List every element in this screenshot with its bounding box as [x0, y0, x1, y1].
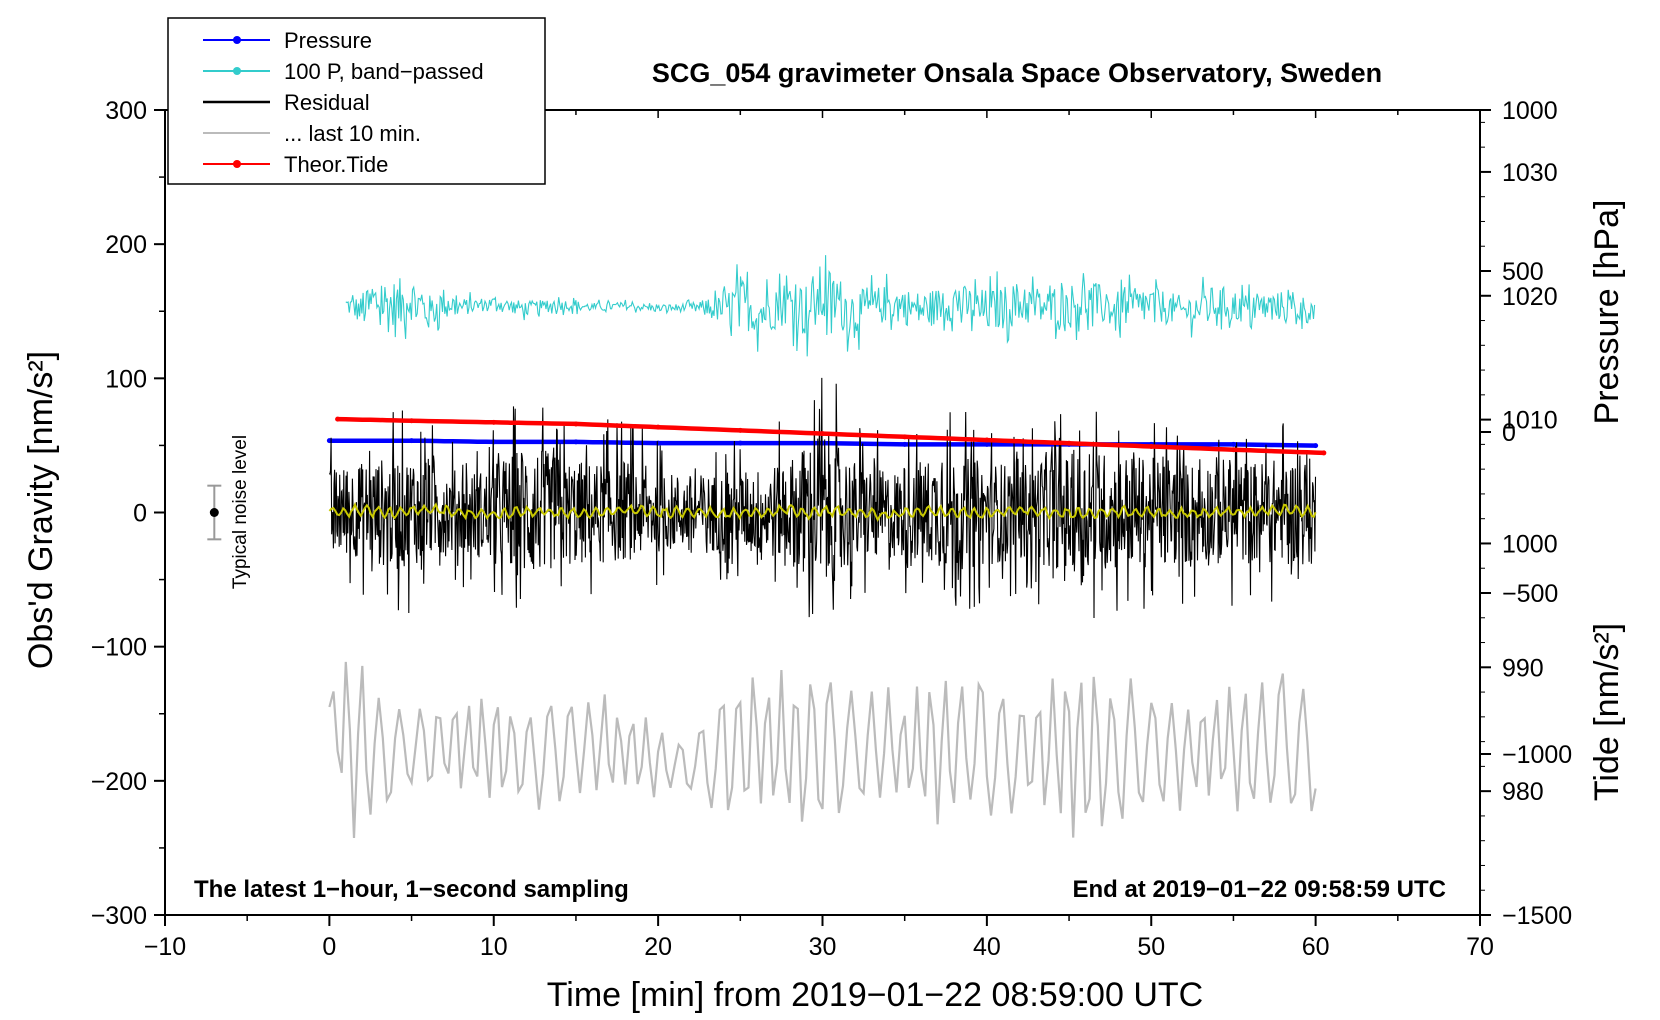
data-point-pressure	[1230, 441, 1236, 447]
series-layer	[326, 255, 1327, 839]
x-tick-label: 40	[973, 933, 1001, 961]
data-point-theor-tide	[335, 416, 341, 422]
x-tick-label: 70	[1466, 933, 1494, 961]
chart-title: SCG_054 gravimeter Onsala Space Observat…	[652, 58, 1382, 88]
pressure-axis-title: Pressure [hPa]	[1588, 200, 1626, 425]
data-point-theor-tide	[409, 418, 415, 424]
data-point-pressure	[1313, 443, 1319, 449]
y-axis-left-title: Obs'd Gravity [nm/s²]	[22, 351, 60, 669]
tide-tick-label: −1500	[1502, 902, 1572, 930]
data-point-theor-tide	[820, 431, 825, 437]
data-point-pressure	[984, 441, 990, 447]
noise-level-point	[209, 508, 219, 517]
pressure-tick-label: 990	[1502, 654, 1544, 682]
y-left-tick-label: 300	[105, 97, 147, 125]
data-point-theor-tide	[491, 419, 497, 425]
data-point-theor-tide	[1148, 443, 1154, 449]
x-tick-label: −10	[144, 933, 186, 961]
y-left-tick-label: −300	[91, 902, 147, 930]
data-point-theor-tide	[573, 421, 579, 427]
axes-layer: −10 0 10 20 30 40 50 60 70−300−200−1000100200300…	[91, 97, 1573, 961]
tide-tick-label: 500	[1502, 258, 1544, 286]
legend-label: Residual	[284, 90, 370, 115]
tide-tick-label: 1000	[1502, 97, 1558, 125]
tide-axis-title: Tide [nm/s²]	[1588, 623, 1626, 801]
data-point-theor-tide	[737, 427, 743, 433]
data-point-theor-tide	[1321, 450, 1327, 456]
tide-tick-label: 0	[1502, 419, 1516, 447]
legend-marker	[233, 36, 241, 44]
data-point-pressure	[902, 441, 908, 447]
y-left-tick-label: 100	[105, 365, 147, 393]
x-axis-title: Time [min] from 2019−01−22 08:59:00 UTC	[547, 976, 1203, 1014]
x-tick-label: 10	[480, 933, 508, 961]
legend-label: Theor.Tide	[284, 152, 388, 177]
legend-label: 100 P, band−passed	[284, 59, 484, 84]
data-point-pressure	[737, 440, 743, 446]
tide-tick-label: −500	[1502, 580, 1558, 608]
y-left-tick-label: 0	[133, 500, 147, 528]
legend-marker	[233, 67, 241, 75]
legend: Pressure 100 P, band−passed Residual ... la…	[167, 17, 546, 185]
x-tick-label: 0	[322, 933, 336, 961]
series-line-residual	[328, 377, 1317, 619]
x-tick-label: 30	[809, 933, 837, 961]
x-tick-label: 20	[644, 933, 672, 961]
data-point-pressure	[573, 439, 579, 445]
x-tick-label: 60	[1302, 933, 1330, 961]
pressure-tick-label: 1000	[1502, 530, 1558, 558]
y-left-tick-label: −200	[91, 768, 147, 796]
data-point-theor-tide	[1066, 440, 1072, 446]
residual-mean-line	[328, 501, 1317, 522]
legend-marker	[233, 160, 241, 168]
x-tick-label: 50	[1137, 933, 1165, 961]
series-line-theor-tide	[337, 416, 1324, 456]
data-point-pressure	[655, 440, 661, 446]
pressure-tick-label: 1020	[1502, 283, 1558, 311]
pressure-tick-label: 980	[1502, 778, 1544, 806]
data-point-theor-tide	[655, 424, 661, 430]
data-point-theor-tide	[984, 437, 990, 443]
series-line-last-10-min	[328, 661, 1317, 839]
data-point-theor-tide	[1230, 447, 1236, 453]
data-point-theor-tide	[902, 434, 908, 440]
data-point-pressure	[409, 438, 415, 444]
pressure-tick-label: 1030	[1502, 159, 1558, 187]
pressure-tick-label: 1010	[1502, 407, 1558, 435]
end-time-note: End at 2019−01−22 09:58:59 UTC	[1072, 876, 1446, 903]
series-line-100-p-band-passed	[345, 255, 1316, 357]
y-left-tick-label: 200	[105, 231, 147, 259]
y-left-tick-label: −100	[91, 634, 147, 662]
noise-level-label: Typical noise level	[230, 435, 251, 589]
legend-label: Pressure	[284, 28, 372, 53]
sampling-note: The latest 1−hour, 1−second sampling	[194, 876, 629, 903]
tide-tick-label: −1000	[1502, 741, 1572, 769]
noise-level-errorbar	[207, 484, 222, 541]
legend-label: ... last 10 min.	[284, 121, 421, 146]
